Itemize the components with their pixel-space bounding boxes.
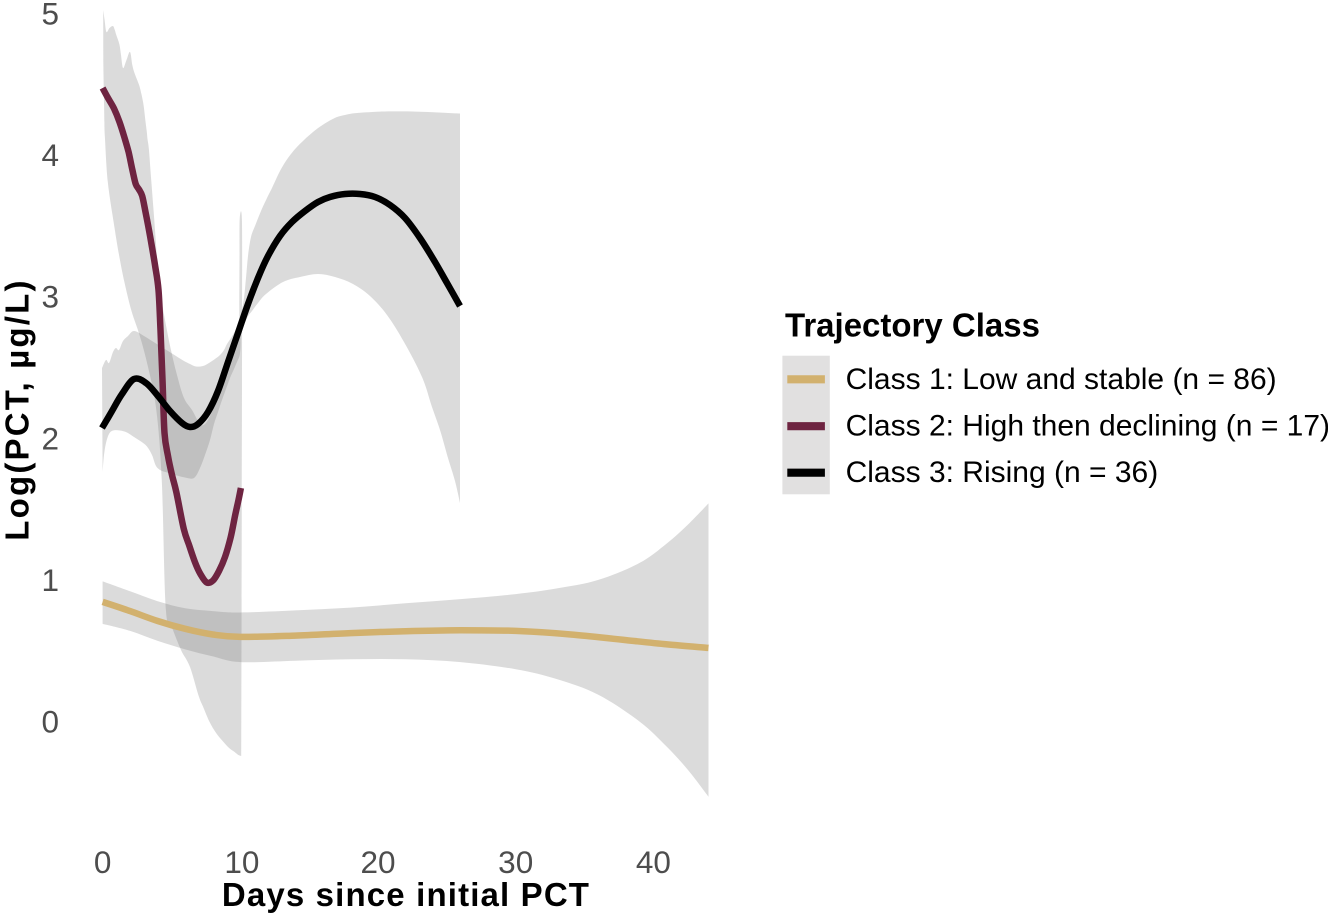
svg-text:20: 20 [360, 844, 395, 880]
svg-text:Days since initial PCT: Days since initial PCT [222, 876, 590, 913]
svg-text:10: 10 [224, 844, 259, 880]
svg-text:4: 4 [41, 137, 59, 173]
svg-text:0: 0 [94, 844, 112, 880]
svg-text:40: 40 [636, 844, 671, 880]
svg-text:30: 30 [498, 844, 533, 880]
svg-text:2: 2 [41, 420, 59, 456]
svg-text:3: 3 [41, 279, 59, 315]
svg-text:1: 1 [41, 562, 59, 598]
svg-text:Trajectory Class: Trajectory Class [785, 307, 1040, 344]
svg-text:Class 2: High then declining (: Class 2: High then declining (n = 17) [846, 410, 1328, 443]
svg-text:0: 0 [41, 704, 59, 740]
svg-text:Log(PCT, µg/L): Log(PCT, µg/L) [0, 278, 36, 540]
svg-text:Class 3: Rising (n = 36): Class 3: Rising (n = 36) [846, 456, 1159, 489]
svg-text:Class 1: Low and stable (n = 8: Class 1: Low and stable (n = 86) [846, 363, 1277, 396]
svg-text:5: 5 [41, 0, 59, 31]
